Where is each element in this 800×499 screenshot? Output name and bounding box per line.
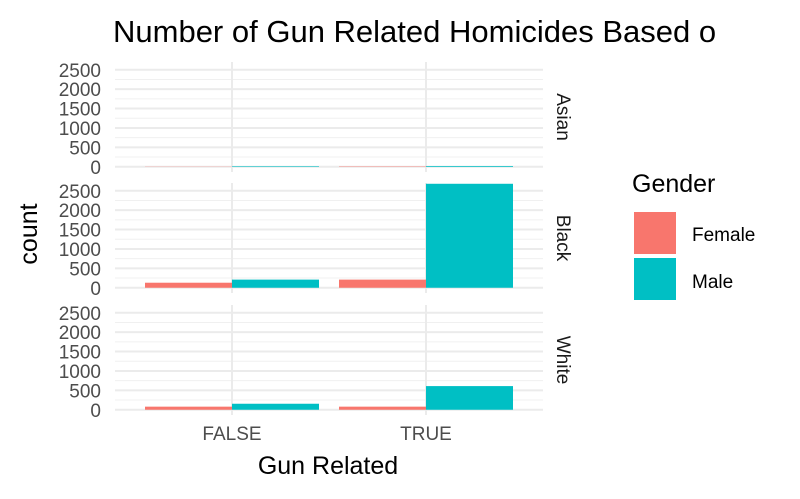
facet-strip-label-black: Black bbox=[552, 215, 573, 262]
bar-male-asian-true bbox=[426, 166, 513, 167]
legend-key-male bbox=[634, 258, 676, 300]
y-tick-label: 2000 bbox=[59, 201, 101, 222]
y-tick-label: 0 bbox=[90, 158, 101, 179]
x-axis-ticks: FALSE TRUE bbox=[202, 424, 451, 445]
x-axis-title: Gun Related bbox=[258, 452, 398, 480]
y-tick-label: 0 bbox=[90, 401, 101, 422]
y-tick-label: 1500 bbox=[59, 100, 101, 121]
facet-strip-label-white: White bbox=[552, 336, 573, 385]
y-tick-label: 1000 bbox=[59, 240, 101, 261]
legend-label-male: Male bbox=[692, 272, 733, 293]
bar-male-asian-false bbox=[232, 166, 319, 167]
y-tick-label: 2500 bbox=[59, 304, 101, 325]
y-tick-label: 0 bbox=[90, 279, 101, 300]
y-tick-label: 2500 bbox=[59, 182, 101, 203]
y-tick-label: 2000 bbox=[59, 323, 101, 344]
legend-title: Gender bbox=[632, 170, 715, 198]
y-tick-label: 2500 bbox=[59, 61, 101, 82]
y-axis-title: count bbox=[15, 203, 43, 264]
y-tick-label: 1000 bbox=[59, 362, 101, 383]
y-tick-label: 1500 bbox=[59, 221, 101, 242]
bar-male-white-true bbox=[426, 386, 513, 410]
legend-key-female bbox=[634, 212, 676, 254]
y-tick-label: 1000 bbox=[59, 119, 101, 140]
y-tick-label: 500 bbox=[69, 138, 101, 159]
y-tick-label: 1500 bbox=[59, 343, 101, 364]
x-tick-label-false: FALSE bbox=[202, 424, 261, 445]
legend: Gender Female Male bbox=[632, 170, 755, 300]
bar-male-black-true bbox=[426, 184, 513, 288]
facet-strip-label-asian: Asian bbox=[552, 93, 573, 141]
bar-female-white-true bbox=[339, 407, 426, 410]
legend-label-female: Female bbox=[692, 225, 755, 246]
y-tick-label: 500 bbox=[69, 259, 101, 280]
bar-female-black-false bbox=[145, 283, 232, 288]
bar-female-black-true bbox=[339, 280, 426, 288]
y-tick-label: 2000 bbox=[59, 80, 101, 101]
x-tick-label-true: TRUE bbox=[400, 424, 452, 445]
chart-title: Number of Gun Related Homicides Based o bbox=[113, 14, 716, 49]
bar-female-white-false bbox=[145, 407, 232, 410]
bar-male-black-false bbox=[232, 280, 319, 288]
bar-male-white-false bbox=[232, 404, 319, 410]
plot-area: 05001000150020002500Asian050010001500200… bbox=[59, 61, 573, 422]
y-tick-label: 500 bbox=[69, 381, 101, 402]
